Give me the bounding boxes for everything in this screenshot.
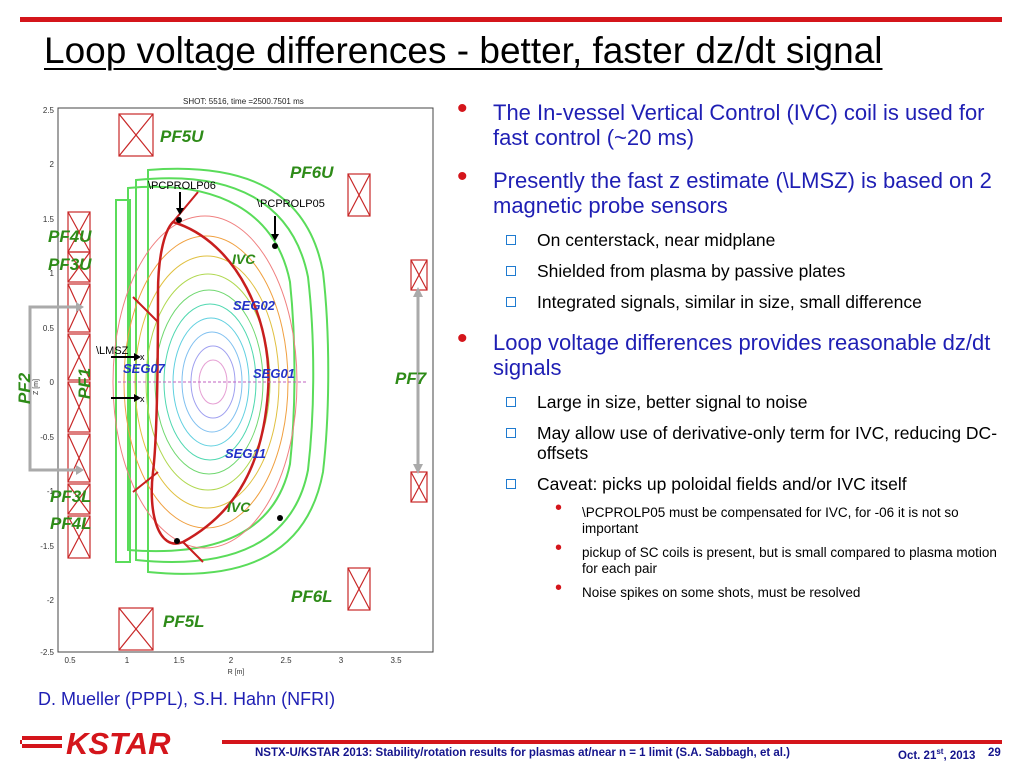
label-ivc-bottom: IVC [227, 499, 251, 515]
label-probe05: \PCPROLP05 [257, 198, 325, 210]
label-ivc-top: IVC [232, 251, 256, 267]
label-lmsz: \LMSZ [96, 345, 129, 357]
label-seg11: SEG11 [225, 446, 266, 461]
bullet-dot-icon: • [457, 322, 468, 355]
coil-pf5u-box [118, 113, 154, 157]
y-axis-label: Z [m] [33, 379, 40, 395]
sub-sub-bullet-item: • pickup of SC coils is present, but is s… [555, 537, 997, 576]
label-pf5u: PF5U [160, 127, 204, 146]
svg-text:x: x [140, 394, 145, 404]
bullet-dot-icon: • [555, 577, 563, 599]
plot-frame [57, 107, 434, 653]
xtick: 1.5 [173, 656, 185, 665]
label-probe06: \PCPROLP06 [148, 180, 216, 192]
svg-text:x: x [140, 352, 145, 362]
label-pf3u: PF3U [48, 255, 92, 274]
square-bullet-icon [506, 397, 516, 407]
label-pf6l: PF6L [291, 587, 333, 606]
sub-bullet-item: Integrated signals, similar in size, sma… [506, 292, 1015, 312]
xtick: 3.5 [390, 656, 402, 665]
label-pf2: PF2 [15, 372, 34, 404]
footer-rule [20, 740, 1002, 744]
sub-bullet-item: May allow use of derivative-only term fo… [506, 423, 1015, 463]
slide-title: Loop voltage differences - better, faste… [44, 30, 883, 71]
xtick: 2.5 [280, 656, 292, 665]
sub-sub-bullet-item: • \PCPROLP05 must be compensated for IVC,… [555, 497, 959, 536]
svg-text:KSTAR: KSTAR [66, 726, 171, 760]
sub-bullet-item: Caveat: picks up poloidal fields and/or … [506, 474, 1015, 494]
square-bullet-icon [506, 266, 516, 276]
sub-sub-bullet-item: • Noise spikes on some shots, must be res… [555, 577, 861, 600]
ytick: 1 [50, 269, 55, 278]
label-pf3l: PF3L [50, 487, 92, 506]
ytick: -0.5 [40, 433, 54, 442]
kstar-logo: KSTAR [22, 724, 222, 760]
top-rule [20, 17, 1002, 22]
ytick: 0.5 [43, 324, 55, 333]
bullet-item: • Presently the fast z estimate (\LMSZ) … [457, 160, 992, 219]
bullet-list: • The In-vessel Vertical Control (IVC) c… [455, 92, 1015, 609]
x-axis-label: R [m] [228, 669, 245, 676]
square-bullet-icon [506, 479, 516, 489]
probe05-marker [272, 243, 278, 249]
xtick: 0.5 [64, 656, 76, 665]
ytick: -1 [47, 487, 55, 496]
ytick: -2.5 [40, 648, 54, 657]
bullet-dot-icon: • [555, 497, 563, 519]
author-credit: D. Mueller (PPPL), S.H. Hahn (NFRI) [38, 689, 336, 709]
ytick: 2 [50, 160, 55, 169]
label-pf4u: PF4U [48, 227, 92, 246]
label-pf5l: PF5L [163, 612, 205, 631]
label-seg01: SEG01 [253, 366, 295, 381]
probe06-marker [176, 217, 182, 223]
label-pf1: PF1 [75, 368, 94, 399]
page-number: 29 [988, 747, 1001, 759]
bullet-item: • Loop voltage differences provides reas… [457, 322, 991, 381]
label-pf7: PF7 [395, 369, 428, 388]
ytick: 1.5 [43, 215, 55, 224]
coil-pf6u-box [347, 173, 371, 217]
ytick: 2.5 [43, 106, 55, 115]
ytick: -1.5 [40, 542, 54, 551]
coil-pf5l-box [118, 607, 154, 651]
xtick: 1 [125, 656, 130, 665]
xtick: 2 [229, 656, 234, 665]
bullet-item: • The In-vessel Vertical Control (IVC) c… [457, 92, 985, 151]
footer-date: Oct. 21st, 2013 [898, 747, 976, 762]
sub-bullet-item: On centerstack, near midplane [506, 230, 1015, 250]
footer-text: NSTX-U/KSTAR 2013: Stability/rotation re… [255, 747, 790, 759]
square-bullet-icon [506, 428, 516, 438]
sub-bullet-item: Shielded from plasma by passive plates [506, 261, 1015, 281]
bullet-dot-icon: • [457, 160, 468, 193]
square-bullet-icon [506, 297, 516, 307]
ytick: 0 [50, 378, 55, 387]
label-pf4l: PF4L [50, 514, 92, 533]
equilibrium-figure: SHOT: 5516, time =2500.7501 ms 2.5 2 1.5… [8, 92, 440, 680]
sub-bullet-item: Large in size, better signal to noise [506, 392, 1015, 412]
square-bullet-icon [506, 235, 516, 245]
xtick: 3 [339, 656, 344, 665]
bullet-dot-icon: • [457, 92, 468, 125]
figure-header: SHOT: 5516, time =2500.7501 ms [183, 97, 304, 106]
ytick: -2 [47, 596, 55, 605]
label-pf6u: PF6U [290, 163, 334, 182]
coil-pf6l-box [347, 567, 371, 611]
label-seg02: SEG02 [233, 298, 276, 313]
label-seg07: SEG07 [123, 361, 166, 376]
bullet-dot-icon: • [555, 537, 563, 559]
